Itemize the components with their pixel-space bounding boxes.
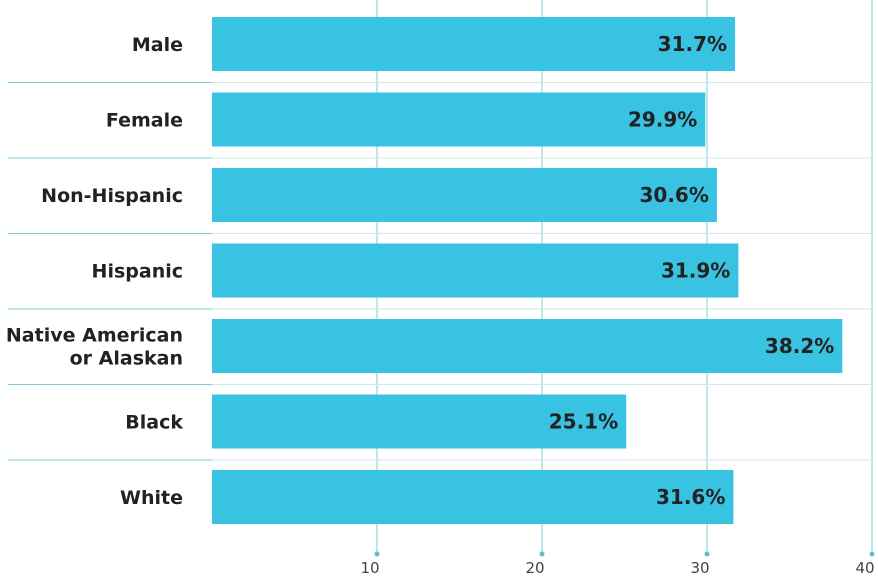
bar	[212, 319, 843, 373]
tick-dot-40	[869, 551, 875, 557]
bar	[212, 17, 736, 71]
category-labels: Male Female Non-Hispanic Hispanic Native Ame…	[6, 34, 183, 509]
value-label: 31.6%	[656, 485, 725, 509]
value-label: 25.1%	[549, 410, 618, 434]
value-label: 29.9%	[628, 108, 697, 132]
category-label: White	[120, 487, 183, 509]
value-label: 30.6%	[640, 183, 709, 207]
value-label: 31.7%	[658, 32, 727, 56]
category-label-line: White	[120, 487, 183, 509]
category-label-line: Non-Hispanic	[41, 185, 183, 207]
category-label-line: Black	[125, 412, 183, 434]
category-label-line: Native American	[6, 325, 183, 347]
tick-dot-10	[374, 551, 380, 557]
category-label: Native American or Alaskan	[6, 325, 183, 370]
x-tick-label: 20	[525, 559, 544, 577]
x-tick-label: 10	[360, 559, 379, 577]
bar	[212, 168, 717, 222]
value-label: 38.2%	[765, 334, 834, 358]
category-label: Non-Hispanic	[41, 185, 183, 207]
category-label: Black	[125, 412, 183, 434]
x-axis: 10 20 30 40	[360, 551, 875, 577]
bars	[212, 17, 843, 524]
bar	[212, 243, 739, 298]
tick-dot-30	[704, 551, 710, 557]
category-label-line: or Alaskan	[70, 348, 183, 370]
row-separators	[8, 82, 872, 461]
category-label-line: Male	[132, 34, 183, 56]
tick-dot-20	[539, 551, 545, 557]
x-tick-label: 40	[855, 559, 874, 577]
value-labels: 31.7% 29.9% 30.6% 31.9% 38.2% 25.1% 31.6%	[549, 32, 835, 509]
bar	[212, 470, 734, 524]
x-tick-label: 30	[690, 559, 709, 577]
category-label: Female	[106, 110, 183, 132]
category-label: Male	[132, 34, 183, 56]
value-label: 31.9%	[661, 259, 730, 283]
category-label-line: Hispanic	[92, 261, 183, 283]
bar	[212, 92, 706, 147]
category-label-line: Female	[106, 110, 183, 132]
category-label: Hispanic	[92, 261, 183, 283]
bar	[212, 394, 627, 449]
